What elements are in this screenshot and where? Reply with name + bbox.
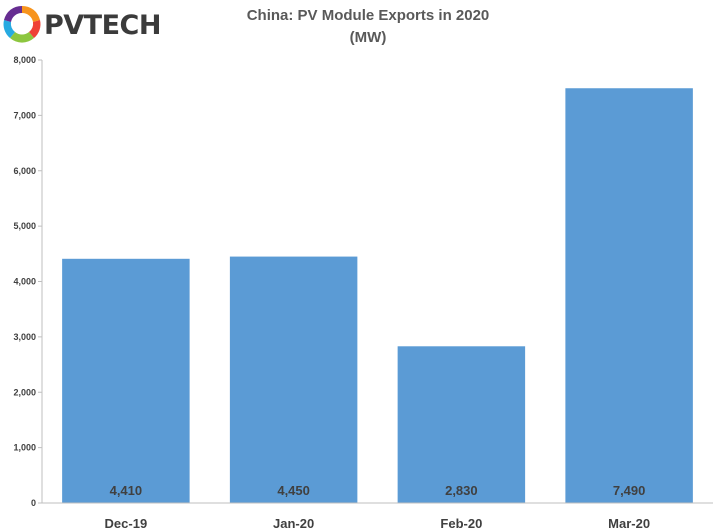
data-label: 4,450 — [277, 483, 310, 498]
data-label: 2,830 — [445, 483, 478, 498]
bar-dec-19 — [62, 258, 190, 503]
bar-jan-20 — [229, 256, 358, 503]
x-tick-label: Jan-20 — [273, 516, 314, 531]
y-tick-label: 2,000 — [13, 387, 36, 397]
logo-text: PVTECH — [44, 10, 161, 41]
x-axis: Dec-19 Jan-20 Feb-20 Mar-20 — [42, 502, 713, 531]
y-tick-label: 4,000 — [13, 277, 36, 287]
y-tick-label: 8,000 — [13, 55, 36, 65]
pvtech-logo: PVTECH — [3, 5, 161, 43]
x-tick-label: Feb-20 — [440, 516, 482, 531]
x-tick-label: Mar-20 — [608, 516, 650, 531]
y-tick-label: 5,000 — [13, 221, 36, 231]
y-tick-label: 7,000 — [13, 110, 36, 120]
data-label: 4,410 — [110, 483, 143, 498]
chart-title: China: PV Module Exports in 2020 — [247, 7, 490, 24]
chart-subtitle: (MW) — [350, 29, 387, 46]
bar-feb-20 — [397, 346, 526, 503]
y-tick-label: 6,000 — [13, 166, 36, 176]
y-tick-label: 1,000 — [13, 443, 36, 453]
x-tick-label: Dec-19 — [105, 516, 148, 531]
bars: 4,410 4,450 2,830 7,490 — [62, 88, 693, 504]
bar-mar-20 — [565, 88, 693, 504]
logo-mark-icon — [3, 5, 41, 43]
y-tick-label: 3,000 — [13, 332, 36, 342]
y-axis: 0 1,000 2,000 3,000 4,000 5,000 6,000 7,000 8,00… — [13, 55, 43, 508]
y-tick-label: 0 — [31, 498, 36, 508]
data-label: 7,490 — [613, 483, 646, 498]
